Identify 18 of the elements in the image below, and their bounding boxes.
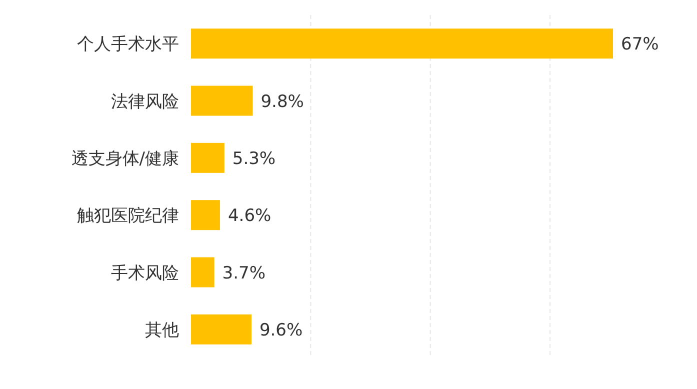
data-label: 9.6%	[259, 320, 303, 340]
y-tick-label: 其他	[145, 320, 179, 340]
data-label: 67%	[621, 34, 659, 55]
y-tick-label: 法律风险	[111, 92, 179, 112]
y-tick-label: 触犯医院纪律	[77, 206, 179, 226]
bar	[191, 314, 252, 344]
bar	[191, 257, 214, 288]
data-label: 4.6%	[228, 206, 272, 226]
data-label: 5.3%	[232, 148, 276, 169]
bar	[191, 142, 224, 173]
bar	[191, 200, 220, 230]
y-tick-label: 手术风险	[111, 263, 179, 284]
y-tick-label: 透支身体/健康	[71, 148, 179, 169]
bar	[191, 86, 253, 116]
data-label: 9.8%	[260, 92, 304, 112]
data-label: 3.7%	[222, 263, 266, 284]
y-tick-label: 个人手术水平	[77, 34, 179, 55]
bar	[191, 28, 613, 59]
